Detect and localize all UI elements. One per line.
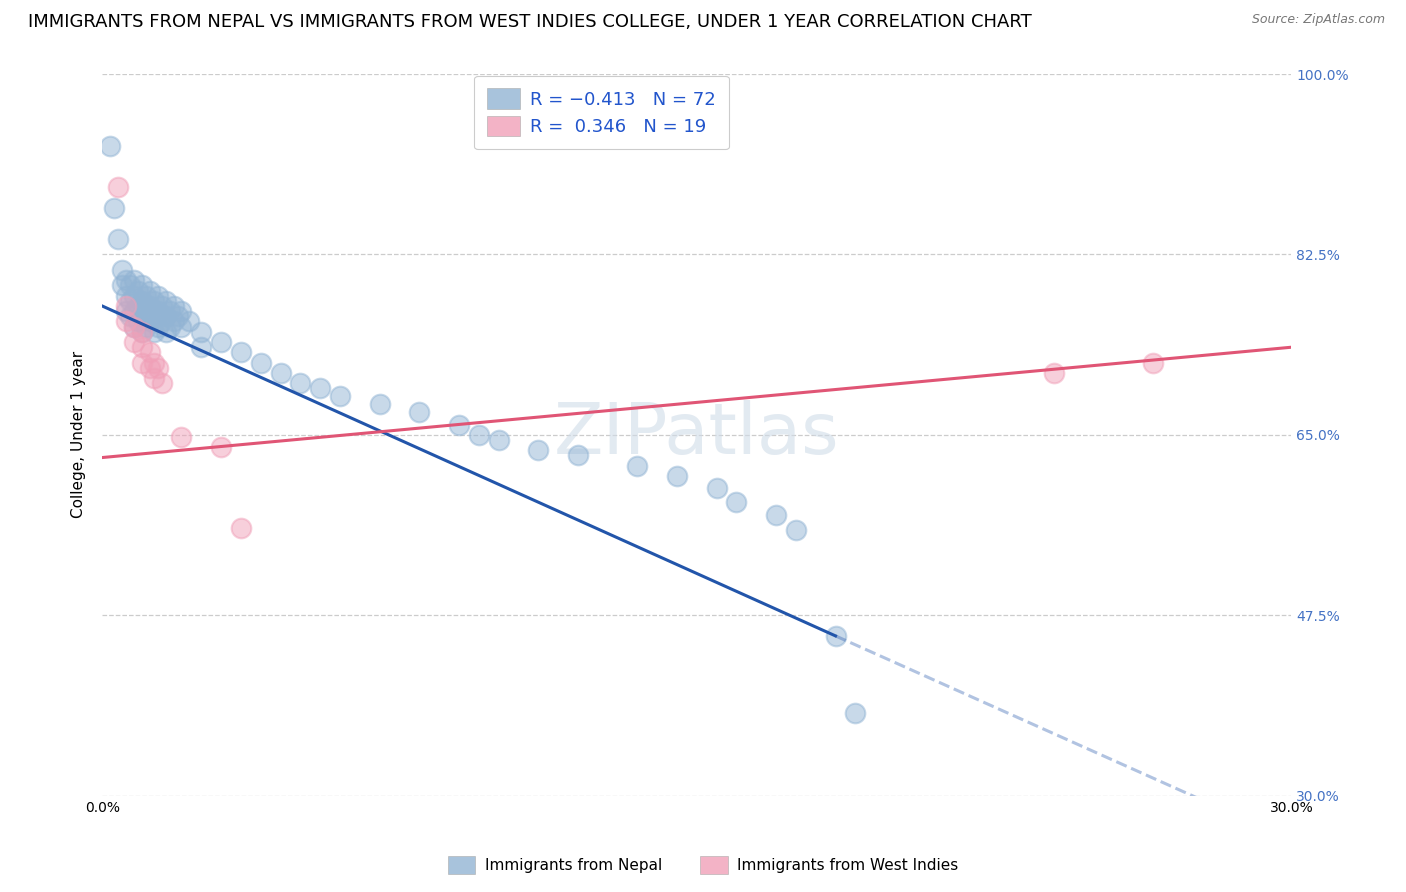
Point xyxy=(146,319,169,334)
Point xyxy=(765,508,787,523)
Point xyxy=(139,284,162,298)
Y-axis label: College, Under 1 year: College, Under 1 year xyxy=(72,351,86,518)
Point xyxy=(170,319,193,334)
Point xyxy=(329,389,352,403)
Point xyxy=(139,345,162,359)
Point xyxy=(488,433,510,447)
Point xyxy=(122,273,145,287)
Point xyxy=(162,314,184,328)
Point xyxy=(131,340,153,354)
Point xyxy=(408,405,430,419)
Point xyxy=(190,340,212,354)
Point xyxy=(468,428,491,442)
Point xyxy=(131,310,153,324)
Point xyxy=(368,397,391,411)
Point xyxy=(127,314,149,328)
Point xyxy=(142,356,165,370)
Point xyxy=(229,521,252,535)
Point xyxy=(155,293,177,308)
Point xyxy=(159,304,181,318)
Point xyxy=(135,288,157,302)
Point xyxy=(824,629,846,643)
Point xyxy=(115,314,138,328)
Point xyxy=(155,310,177,324)
Point xyxy=(118,278,141,293)
Point xyxy=(115,304,138,318)
Point xyxy=(447,417,470,432)
Point xyxy=(107,180,129,194)
Point xyxy=(155,325,177,339)
Point xyxy=(142,371,165,385)
Point xyxy=(98,139,121,153)
Point xyxy=(706,482,728,496)
Point xyxy=(131,356,153,370)
Point xyxy=(309,381,332,395)
Point xyxy=(131,293,153,308)
Point xyxy=(162,299,184,313)
Point xyxy=(1142,356,1164,370)
Point xyxy=(159,319,181,334)
Point xyxy=(146,360,169,375)
Point xyxy=(139,360,162,375)
Point xyxy=(142,310,165,324)
Point xyxy=(122,288,145,302)
Point xyxy=(135,319,157,334)
Point xyxy=(115,299,138,313)
Point xyxy=(122,334,145,349)
Point xyxy=(118,310,141,324)
Point xyxy=(170,430,193,444)
Point xyxy=(135,304,157,318)
Point xyxy=(111,278,134,293)
Point xyxy=(127,284,149,298)
Point xyxy=(229,345,252,359)
Point xyxy=(142,325,165,339)
Text: IMMIGRANTS FROM NEPAL VS IMMIGRANTS FROM WEST INDIES COLLEGE, UNDER 1 YEAR CORRE: IMMIGRANTS FROM NEPAL VS IMMIGRANTS FROM… xyxy=(28,13,1032,31)
Point xyxy=(122,319,145,334)
Point xyxy=(127,299,149,313)
Point xyxy=(146,304,169,318)
Point xyxy=(785,523,807,537)
Point xyxy=(270,366,292,380)
Point xyxy=(209,334,232,349)
Point xyxy=(139,314,162,328)
Legend: Immigrants from Nepal, Immigrants from West Indies: Immigrants from Nepal, Immigrants from W… xyxy=(441,850,965,880)
Point xyxy=(115,288,138,302)
Point xyxy=(131,278,153,293)
Point xyxy=(567,449,589,463)
Point xyxy=(142,293,165,308)
Point xyxy=(527,443,550,458)
Point xyxy=(107,232,129,246)
Point xyxy=(118,293,141,308)
Point xyxy=(131,325,153,339)
Text: ZIPatlas: ZIPatlas xyxy=(554,401,839,469)
Point xyxy=(139,299,162,313)
Point xyxy=(166,310,188,324)
Point xyxy=(131,325,153,339)
Point xyxy=(146,288,169,302)
Point xyxy=(115,273,138,287)
Point xyxy=(150,314,173,328)
Point xyxy=(1042,366,1064,380)
Point xyxy=(665,469,688,483)
Point xyxy=(290,376,312,391)
Point xyxy=(150,376,173,391)
Point xyxy=(190,325,212,339)
Point xyxy=(111,263,134,277)
Point xyxy=(725,495,748,509)
Point xyxy=(103,201,125,215)
Point xyxy=(626,458,648,473)
Text: Source: ZipAtlas.com: Source: ZipAtlas.com xyxy=(1251,13,1385,27)
Point xyxy=(122,319,145,334)
Point xyxy=(179,314,201,328)
Point xyxy=(249,356,271,370)
Point xyxy=(150,299,173,313)
Legend: R = −0.413   N = 72, R =  0.346   N = 19: R = −0.413 N = 72, R = 0.346 N = 19 xyxy=(474,76,728,149)
Point xyxy=(844,706,866,721)
Point xyxy=(170,304,193,318)
Point xyxy=(209,440,232,454)
Point xyxy=(122,304,145,318)
